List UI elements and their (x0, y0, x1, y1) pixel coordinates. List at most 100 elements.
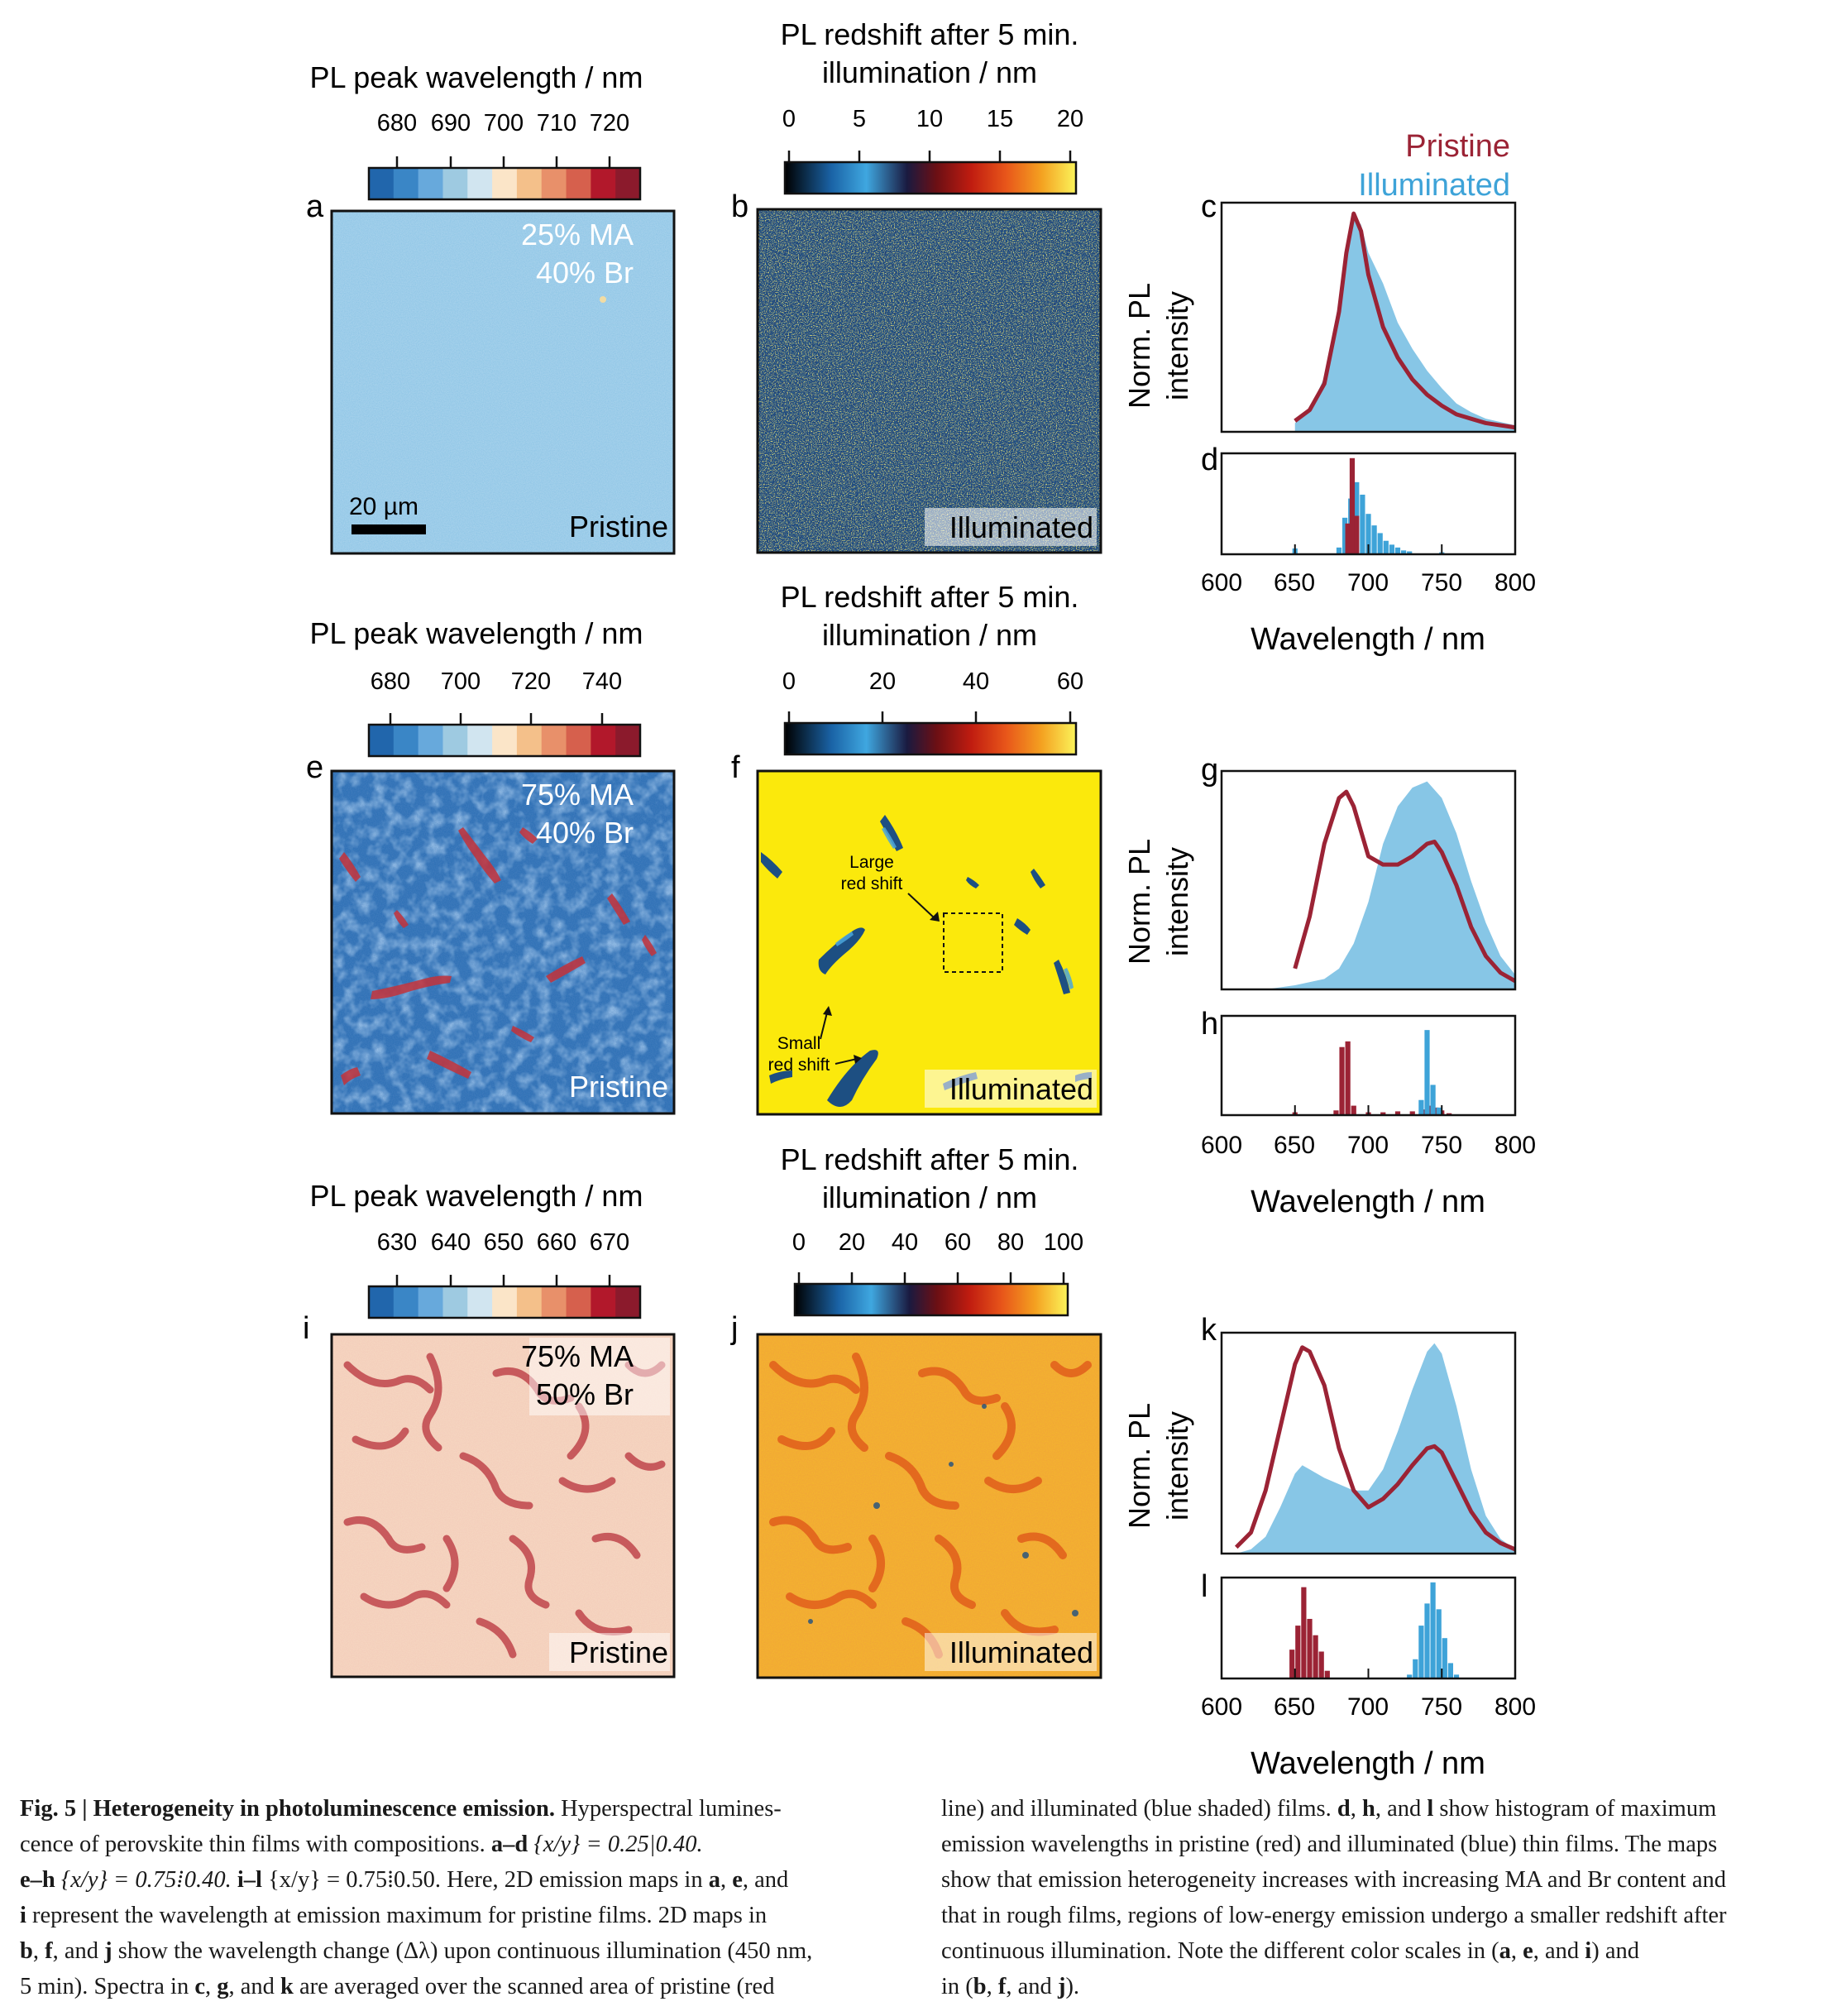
caption-ref: d (1337, 1796, 1351, 1822)
state-label-f: Illuminated (949, 1072, 1093, 1106)
plot-frame (1220, 769, 1517, 991)
caption-ref: i (1585, 1938, 1592, 1964)
colorbar-title-i: PL peak wavelength / nm (310, 1179, 643, 1213)
state-label-b: Illuminated (949, 510, 1093, 544)
colorbar-swatch (591, 1286, 616, 1318)
colorbar-swatch (566, 1286, 591, 1318)
colorbar-swatch (541, 1286, 567, 1318)
caption-ref: l (1427, 1796, 1434, 1822)
colorbar-tick-label: 0 (792, 1229, 806, 1256)
histogram-bar-pristine (1354, 515, 1360, 554)
plot-frame (1220, 1576, 1517, 1680)
caption-ref: a–d (490, 1832, 528, 1857)
x-tick-label: 700 (1347, 1132, 1389, 1159)
colorbar-title-b-2: illumination / nm (822, 55, 1037, 89)
series-pristine-line (1234, 1345, 1516, 1552)
colorbar-swatch (442, 1286, 468, 1318)
map-b (756, 208, 1102, 554)
caption-text: ) and (1591, 1938, 1639, 1964)
colorbar-swatch (541, 168, 567, 199)
colorbar-e (367, 713, 642, 758)
caption-ref: a (708, 1867, 720, 1893)
y-axis-label-g: Norm. PL intensity (1122, 839, 1194, 965)
histogram-bar-pristine (1318, 1651, 1324, 1678)
colorbar-a (367, 156, 642, 201)
colorbar-tick-label: 640 (431, 1229, 471, 1256)
colorbar-title-a: PL peak wavelength / nm (310, 60, 643, 94)
colorbar-tick-label: 740 (582, 668, 622, 695)
caption-text: , and (228, 1974, 275, 1999)
histogram-bar-illuminated (1424, 1603, 1430, 1678)
colorbar-tick-label: 700 (484, 110, 524, 136)
caption-label: Fig. 5 | (20, 1796, 88, 1822)
colorbar-tick-label: 10 (916, 106, 943, 132)
histogram-bar-illuminated (1407, 1674, 1413, 1678)
histogram-bar-pristine (1345, 1041, 1351, 1115)
histogram-bar-pristine (1339, 1046, 1345, 1115)
spectrum-c (1220, 201, 1517, 433)
y-axis-label-c: Norm. PL intensity (1122, 283, 1194, 409)
y-axis-label-line1: Norm. PL (1122, 283, 1156, 409)
histogram-bar-illuminated (1341, 517, 1348, 554)
series-pristine-line (1294, 211, 1516, 430)
x-tick-label: 750 (1421, 1132, 1462, 1159)
composition-br-e: 40% Br (536, 816, 634, 850)
plot-frame (1220, 1014, 1517, 1117)
colorbar-tick-label: 660 (537, 1229, 576, 1256)
series-illuminated-area (1294, 218, 1515, 432)
colorbar-swatch (492, 725, 518, 756)
colorbar-swatch (492, 1286, 518, 1318)
annotation-small-2: red shift (768, 1056, 830, 1075)
colorbar-swatch (442, 168, 468, 199)
caption-text: Hyperspectral lumines- (561, 1796, 782, 1822)
caption-text: , and (52, 1938, 99, 1964)
colorbar-frame (367, 723, 642, 758)
colorbar-j (793, 1272, 1069, 1317)
colorbar-title-b-1: PL redshift after 5 min. (781, 17, 1079, 51)
caption-text: 5 min). Spectra in (20, 1974, 189, 1999)
colorbar-a-ticklabels: 680 690 700 710 720 (377, 110, 629, 136)
state-label-e: Pristine (569, 1070, 668, 1104)
colorbar-tick-label: 20 (869, 668, 896, 695)
caption-ref: c (194, 1974, 205, 1999)
caption-text: emission wavelengths in pristine (red) a… (941, 1832, 1718, 1857)
colorbar-swatch (566, 168, 591, 199)
caption-text: ). (1065, 1974, 1080, 1999)
histogram-bar-pristine (1433, 1107, 1439, 1115)
x-ticks-l: 600 650 700 750 800 (1201, 1693, 1536, 1721)
histogram-bar-illuminated (1371, 525, 1377, 554)
y-axis-label-line2: intensity (1160, 847, 1194, 956)
histogram-bar-illuminated (1377, 533, 1383, 554)
caption-ref: j (1057, 1974, 1066, 1999)
histogram-bar-illuminated (1407, 551, 1413, 554)
caption-ref: e–h (20, 1867, 55, 1893)
y-axis-label-line2: intensity (1160, 291, 1194, 400)
panel-label-j: j (730, 1311, 738, 1346)
panel-i: PL peak wavelength / nm 630 640 650 660 … (303, 1179, 676, 1678)
colorbar-b (783, 151, 1078, 195)
colorbar-tick-label: 60 (945, 1229, 971, 1256)
histogram-bar-illuminated (1360, 494, 1365, 554)
arrow-large (907, 893, 935, 919)
series-illuminated-area (1236, 781, 1515, 989)
caption-ref: i (20, 1903, 26, 1928)
histogram-bar-pristine (1349, 457, 1356, 554)
colorbar-swatch (467, 168, 493, 199)
caption-text: are averaged over the scanned area of pr… (299, 1974, 775, 1999)
colorbar-swatch (467, 725, 493, 756)
annotation-large-1: Large (849, 853, 894, 872)
colorbar-tick-label: 60 (1057, 668, 1083, 695)
histogram-bar-illuminated (1453, 1674, 1460, 1678)
caption-ref: i–l (237, 1867, 262, 1893)
colorbar-gradient (783, 160, 1078, 195)
histogram-bar-illuminated (1418, 1099, 1424, 1115)
panel-label-f: f (731, 750, 740, 785)
y-axis-label-k: Norm. PL intensity (1122, 1403, 1194, 1529)
x-tick-label: 650 (1274, 1132, 1315, 1159)
histogram-bar-illuminated (1447, 1663, 1454, 1678)
colorbar-tick-label: 720 (590, 110, 629, 136)
colorbar-tick-label: 20 (1057, 106, 1083, 132)
panel-label-i: i (303, 1311, 309, 1346)
legend-illuminated: Illuminated (1358, 168, 1510, 203)
colorbar-swatch (393, 725, 419, 756)
